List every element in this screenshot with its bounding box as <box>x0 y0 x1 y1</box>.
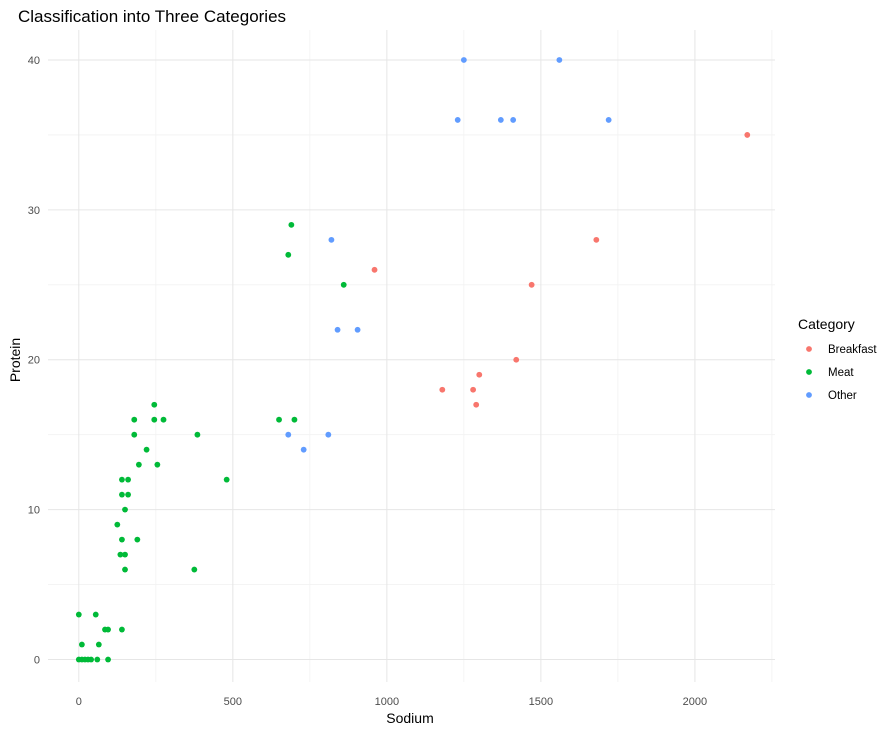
x-tick-label: 2000 <box>683 696 707 708</box>
data-point <box>460 57 467 63</box>
data-point <box>194 431 201 438</box>
data-point <box>325 431 332 438</box>
data-point <box>300 446 307 453</box>
data-point <box>125 476 131 483</box>
data-point <box>454 117 461 123</box>
legend-label-breakfast: Breakfast <box>828 344 877 356</box>
data-point <box>95 641 102 648</box>
data-point <box>285 251 292 258</box>
data-point <box>476 371 483 378</box>
data-point <box>78 641 85 648</box>
data-point <box>134 536 141 543</box>
legend-label-other: Other <box>828 390 857 402</box>
legend-key-other <box>806 392 812 398</box>
grid-lines <box>48 30 775 682</box>
data-point <box>131 416 138 423</box>
data-point <box>151 401 158 408</box>
data-point <box>528 281 535 288</box>
data-point <box>119 626 125 633</box>
data-point <box>94 656 101 663</box>
x-tick-label: 0 <box>76 696 82 708</box>
data-point <box>143 446 150 453</box>
legend-key-meat <box>806 369 812 375</box>
data-point <box>75 611 82 618</box>
data-point <box>122 506 128 513</box>
y-tick-label: 0 <box>34 655 40 667</box>
data-point <box>119 536 125 543</box>
data-point <box>371 266 378 273</box>
data-point <box>105 656 111 663</box>
series-other <box>285 57 612 453</box>
y-tick-label: 30 <box>28 205 40 217</box>
data-point <box>470 386 477 393</box>
data-point <box>105 626 111 633</box>
data-point <box>513 356 520 363</box>
y-tick-label: 20 <box>28 355 40 367</box>
data-point <box>276 416 282 423</box>
data-point <box>92 611 99 618</box>
data-point <box>191 566 198 573</box>
y-tick-label: 40 <box>28 55 40 67</box>
data-point <box>160 416 167 423</box>
data-point <box>135 461 142 468</box>
data-point <box>122 551 128 558</box>
data-point <box>154 461 161 468</box>
y-axis-ticks: 0 10 20 30 40 <box>28 55 40 667</box>
data-point <box>88 656 95 663</box>
x-axis-ticks: 0 500 1000 1500 2000 <box>76 696 707 708</box>
data-point <box>328 236 335 243</box>
data-points <box>75 57 751 663</box>
legend-label-meat: Meat <box>828 367 854 379</box>
data-point <box>119 491 125 498</box>
data-point <box>510 117 517 123</box>
series-meat <box>75 221 347 663</box>
legend: Category Breakfast Meat Other <box>798 316 877 402</box>
data-point <box>497 117 504 123</box>
data-point <box>122 566 128 573</box>
data-point <box>439 386 446 393</box>
series-breakfast <box>371 132 751 408</box>
x-tick-label: 500 <box>224 696 242 708</box>
data-point <box>340 281 347 288</box>
data-point <box>556 57 563 63</box>
data-point <box>354 326 361 333</box>
x-tick-label: 1000 <box>375 696 399 708</box>
y-tick-label: 10 <box>28 505 40 517</box>
data-point <box>473 401 480 408</box>
y-axis-title: Protein <box>7 338 23 382</box>
data-point <box>223 476 230 483</box>
data-point <box>131 431 138 438</box>
data-point <box>119 476 125 483</box>
data-point <box>288 221 295 228</box>
x-axis-title: Sodium <box>386 710 433 726</box>
data-point <box>593 236 600 243</box>
chart-title: Classification into Three Categories <box>18 7 286 26</box>
data-point <box>117 551 124 558</box>
x-tick-label: 1500 <box>529 696 553 708</box>
data-point <box>285 431 292 438</box>
data-point <box>114 521 121 528</box>
data-point <box>605 117 612 123</box>
legend-key-breakfast <box>806 346 812 352</box>
data-point <box>125 491 131 498</box>
data-point <box>334 326 341 333</box>
data-point <box>291 416 298 423</box>
data-point <box>151 416 158 423</box>
legend-title: Category <box>798 316 855 332</box>
data-point <box>744 132 751 138</box>
